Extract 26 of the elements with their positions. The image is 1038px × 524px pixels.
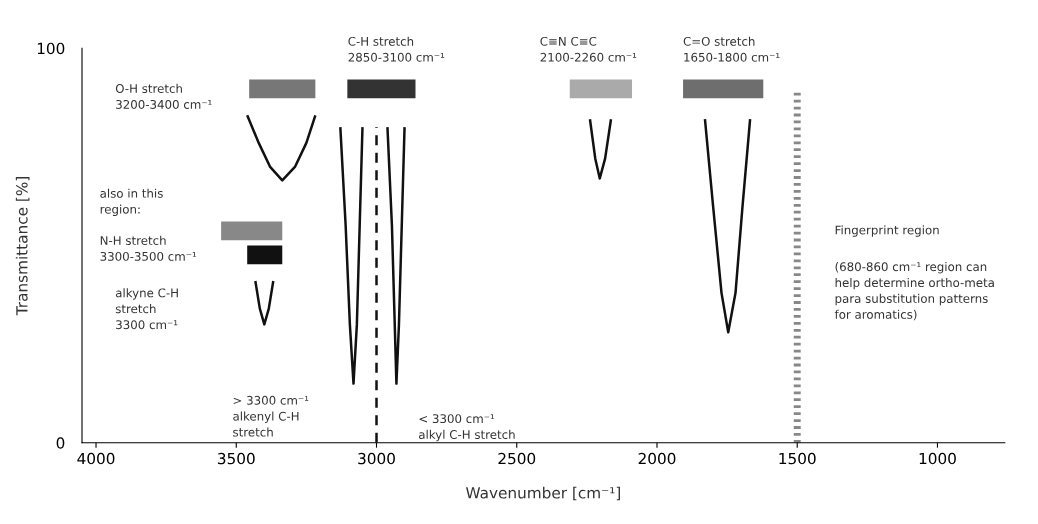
line-series: [386, 125, 406, 385]
annotation: C-H stretch 2850-3100 cm⁻¹: [348, 36, 445, 62]
annotation: > 3300 cm⁻¹ alkenyl C-H stretch: [233, 395, 309, 437]
x-tick-label: 3000: [358, 452, 395, 465]
annotation: Fingerprint region: [835, 225, 939, 237]
annotation: < 3300 cm⁻¹ alkyl C-H stretch: [419, 414, 515, 442]
annotation: also in this region:: [100, 188, 163, 216]
annotation: C≡N C≡C 2100-2260 cm⁻¹: [540, 36, 637, 62]
y-tick-label: 0: [56, 437, 65, 449]
x-tick-label: 2500: [498, 452, 536, 465]
x-tick-label: 1000: [919, 452, 956, 465]
x-tick-label: 2000: [638, 452, 676, 465]
annotation: alkyne C-H stretch 3300 cm⁻¹: [115, 288, 178, 330]
annotation: O-H stretch 3200-3400 cm⁻¹: [115, 83, 212, 109]
line-series: [245, 114, 317, 182]
x-axis-title: Wavenumber [cm⁻¹]: [466, 486, 620, 501]
x-tick-label: 3500: [217, 452, 255, 465]
x-tick-label: 1500: [779, 452, 816, 465]
x-tick-label: 4000: [77, 452, 115, 465]
annotation: C=O stretch 1650-1800 cm⁻¹: [683, 36, 780, 62]
annotation: (680-860 cm⁻¹ region can help determine ortho-meta para substitution patterns for aromatics): [834, 262, 994, 321]
line-series: [703, 117, 752, 334]
y-tick-label: 100: [37, 42, 65, 55]
line-series: [339, 125, 364, 385]
y-axis-title: Transmittance [%]: [15, 177, 30, 316]
annotation: N-H stretch 3300-3500 cm⁻¹: [100, 235, 197, 261]
